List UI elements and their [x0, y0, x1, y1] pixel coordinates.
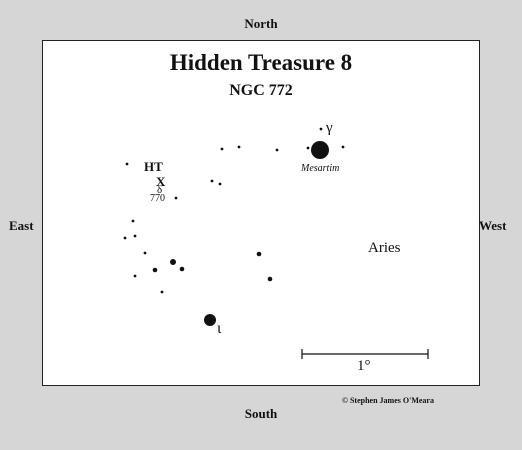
- star: [133, 274, 137, 278]
- star: [179, 266, 185, 272]
- label-x-marker: X: [156, 174, 166, 189]
- scale-bar-label: 1°: [357, 358, 371, 374]
- chart-frame: [42, 40, 480, 386]
- star: [256, 251, 262, 257]
- label-aries: Aries: [368, 240, 401, 256]
- star: [210, 179, 214, 183]
- star: [319, 127, 323, 131]
- star: [160, 290, 164, 294]
- star: [133, 234, 137, 238]
- label-mesartim: Mesartim: [301, 163, 340, 174]
- star: [174, 196, 178, 200]
- star: [131, 219, 135, 223]
- scale-bar: [301, 349, 429, 359]
- star: [306, 146, 310, 150]
- star: [220, 147, 224, 151]
- chart-subtitle: NGC 772: [229, 82, 293, 99]
- direction-west: West: [479, 218, 507, 233]
- label-gamma: γ: [326, 120, 333, 136]
- star: [152, 267, 158, 273]
- star: [275, 148, 279, 152]
- star: [218, 182, 222, 186]
- label-ht: HT: [144, 159, 163, 174]
- label-iota: ι: [217, 320, 222, 337]
- direction-east: East: [9, 218, 34, 233]
- direction-north: North: [244, 16, 278, 31]
- label-delta: δ: [157, 184, 163, 196]
- label-ngc-770: 770: [150, 193, 165, 204]
- star: [123, 236, 127, 240]
- star: [170, 259, 176, 265]
- star-mesartim: [311, 141, 329, 159]
- star: [267, 276, 273, 282]
- star-iota: [204, 314, 216, 326]
- star: [341, 145, 345, 149]
- direction-south: South: [244, 406, 278, 421]
- star: [143, 251, 147, 255]
- star: [125, 162, 129, 166]
- credit-text: © Stephen James O'Meara: [342, 396, 434, 405]
- chart-title: Hidden Treasure 8: [169, 50, 353, 75]
- star: [237, 145, 241, 149]
